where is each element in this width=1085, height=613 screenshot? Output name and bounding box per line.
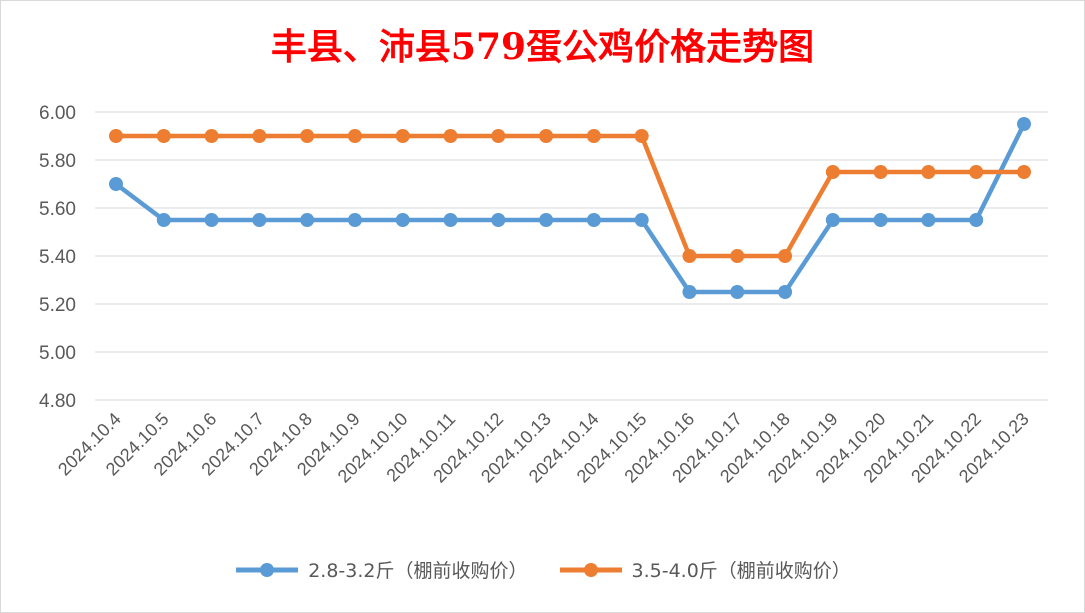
series-0-point-15: [825, 213, 840, 227]
series-1-point-15: [825, 165, 840, 179]
gridlines: [95, 111, 1048, 401]
chart-title: 丰县、沛县579蛋公鸡价格走势图: [270, 26, 815, 68]
series-0-point-2: [204, 213, 219, 227]
series-0-point-0: [109, 177, 123, 191]
series-1-point-4: [300, 129, 315, 143]
legend-label-series-1: 3.5-4.0斤（棚前收购价）: [631, 560, 851, 582]
series-0-point-17: [921, 213, 936, 227]
series-0-point-10: [586, 213, 601, 227]
series-1-point-14: [778, 249, 793, 263]
y-tick-label-6: 6.00: [39, 103, 76, 124]
series-1-point-13: [730, 249, 745, 263]
legend-label-series-0: 2.8-3.2斤（棚前收购价）: [308, 560, 528, 582]
series-line-1: [116, 133, 1024, 259]
series-0-point-4: [300, 213, 315, 227]
series-0-point-9: [539, 213, 554, 227]
series-1-point-3: [252, 129, 267, 143]
legend-item-series-1: 3.5-4.0斤（棚前收购价）: [558, 556, 851, 583]
series-1-point-1: [156, 129, 171, 143]
series-0-point-14: [778, 285, 793, 299]
y-tick-label-4: 5.60: [39, 199, 76, 220]
series-0-point-3: [252, 213, 267, 227]
y-tick-label-2: 5.20: [39, 295, 76, 316]
series-1-point-17: [921, 165, 936, 179]
series-1-point-2: [204, 129, 219, 143]
series-0-point-18: [969, 213, 984, 227]
series-0-point-11: [634, 213, 649, 227]
series-0-point-5: [347, 213, 362, 227]
series-0-point-13: [730, 285, 745, 299]
series-0-point-7: [443, 213, 458, 227]
series-1-point-5: [347, 129, 362, 143]
y-tick-label-5: 5.80: [39, 151, 76, 172]
x-axis-ticks: 2024.10.42024.10.52024.10.62024.10.72024…: [54, 409, 1033, 487]
y-tick-label-1: 5.00: [39, 343, 76, 364]
series-1-point-11: [634, 129, 649, 143]
series-1-point-7: [443, 129, 458, 143]
y-tick-label-0: 4.80: [39, 391, 76, 412]
series-0-point-6: [395, 213, 410, 227]
series-0-point-1: [156, 213, 171, 227]
series-1-point-12: [682, 249, 697, 263]
series-0-point-8: [491, 213, 506, 227]
series-0-point-19: [1017, 117, 1031, 131]
series-1-point-19: [1017, 165, 1031, 179]
legend-marker-series-0: [236, 562, 299, 577]
series-1-point-9: [539, 129, 554, 143]
series-0-point-16: [873, 213, 888, 227]
legend-item-series-0: 2.8-3.2斤（棚前收购价）: [234, 556, 528, 583]
series-1-point-8: [491, 129, 506, 143]
series-1-point-6: [395, 129, 410, 143]
series-0-point-12: [682, 285, 697, 299]
y-tick-label-3: 5.40: [39, 247, 76, 268]
legend: 2.8-3.2斤（棚前收购价） 3.5-4.0斤（棚前收购价）: [0, 556, 1085, 583]
series-line-0: [114, 122, 1027, 295]
series-1-point-16: [873, 165, 888, 179]
legend-marker-series-1: [559, 562, 622, 577]
series-1-point-10: [586, 129, 601, 143]
series-1-point-18: [969, 165, 984, 179]
series-layer: [109, 117, 1031, 299]
y-axis-ticks: 4.80 5.00 5.20 5.40 5.60 5.80 6.00: [39, 103, 76, 412]
series-1-point-0: [109, 129, 123, 143]
